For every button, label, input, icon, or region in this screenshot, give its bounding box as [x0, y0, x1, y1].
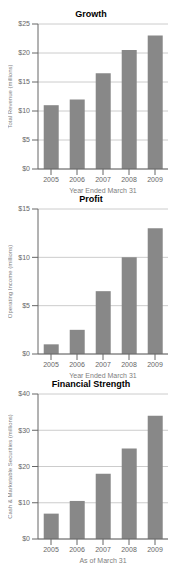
html-text:Growth: Growth: [75, 9, 107, 19]
svg-text:2005: 2005: [43, 176, 59, 183]
svg-text:2008: 2008: [121, 176, 137, 183]
svg-text:$15: $15: [18, 205, 30, 212]
svg-text:2007: 2007: [95, 176, 111, 183]
svg-text:Year Ended March 31: Year Ended March 31: [69, 372, 137, 378]
svg-text:Total Revenue (millions): Total Revenue (millions): [8, 64, 13, 128]
svg-text:2005: 2005: [43, 546, 59, 553]
svg-text:Year Ended March 31: Year Ended March 31: [69, 187, 137, 193]
svg-text:$0: $0: [22, 350, 30, 357]
svg-text:$0: $0: [22, 165, 30, 172]
svg-text:$5: $5: [22, 136, 30, 143]
svg-text:Operating Income (millions): Operating Income (millions): [8, 245, 13, 318]
svg-text:2007: 2007: [95, 361, 111, 368]
svg-text:$30: $30: [18, 427, 30, 434]
svg-text:$40: $40: [18, 390, 30, 397]
svg-text:Cash & Marketable Securities (: Cash & Marketable Securities (millions): [8, 414, 13, 519]
svg-text:$10: $10: [18, 499, 30, 506]
svg-text:$15: $15: [18, 78, 30, 85]
svg-text:2006: 2006: [69, 546, 85, 553]
svg-text:$5: $5: [22, 302, 30, 309]
svg-text:As of March 31: As of March 31: [79, 557, 126, 563]
svg-text:2009: 2009: [147, 176, 163, 183]
svg-text:2008: 2008: [121, 546, 137, 553]
svg-text:$20: $20: [18, 49, 30, 56]
svg-text:2007: 2007: [95, 546, 111, 553]
svg-text:$10: $10: [18, 254, 30, 261]
html-text:Financial Strength: Financial Strength: [51, 379, 131, 389]
svg-text:$20: $20: [18, 463, 30, 470]
svg-text:2009: 2009: [147, 546, 163, 553]
svg-text:2006: 2006: [69, 361, 85, 368]
svg-text:2008: 2008: [121, 361, 137, 368]
svg-text:2005: 2005: [43, 361, 59, 368]
svg-text:2009: 2009: [147, 361, 163, 368]
svg-text:$25: $25: [18, 20, 30, 27]
svg-text:2006: 2006: [69, 176, 85, 183]
svg-text:$10: $10: [18, 107, 30, 114]
svg-text:$0: $0: [22, 535, 30, 542]
html-text:Profit: Profit: [79, 194, 103, 204]
